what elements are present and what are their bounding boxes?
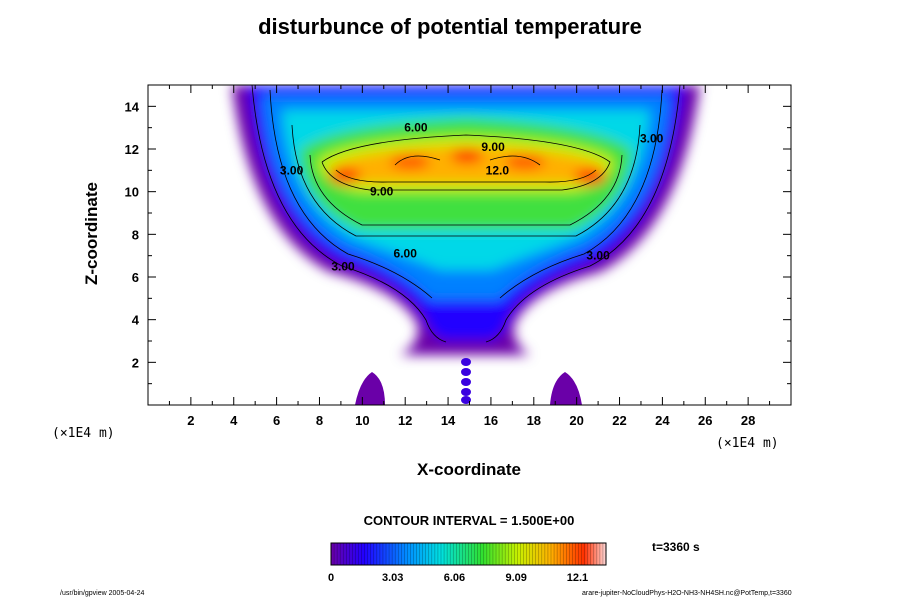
x-axis-unit: (×1E4 m) — [716, 436, 779, 451]
x-tick-label: 2 — [187, 413, 194, 428]
time-label: t=3360 s — [652, 540, 700, 554]
y-tick-label: 14 — [125, 99, 140, 114]
y-tick-label: 2 — [132, 355, 139, 370]
colorbar-tick-label: 3.03 — [382, 572, 403, 584]
x-tick-label: 14 — [441, 413, 456, 428]
contour-label: 6.00 — [394, 247, 418, 261]
colorbar: 0 3.03 6.06 9.09 12.1 — [328, 542, 607, 584]
y-tick-label: 6 — [132, 270, 139, 285]
x-tick-label: 22 — [612, 413, 626, 428]
x-tick-label: 12 — [398, 413, 412, 428]
y-tick-label: 8 — [132, 227, 139, 242]
y-tick-label: 10 — [125, 185, 139, 200]
contour-label: 6.00 — [404, 121, 428, 135]
contour-label: 3.00 — [640, 131, 664, 145]
y-axis-unit: (×1E4 m) — [52, 426, 115, 441]
contour-labels: 6.00 9.00 12.0 9.00 3.00 3.00 6.00 3.00 3.00 — [280, 121, 664, 274]
y-axis-label: Z-coordinate — [82, 182, 101, 285]
contour-label: 3.00 — [586, 249, 610, 263]
footer-command: /usr/bin/gpview 2005-04-24 — [60, 590, 145, 597]
colorbar-tick-label: 0 — [328, 572, 334, 584]
temperature-field — [232, 85, 700, 405]
x-tick-label: 8 — [316, 413, 323, 428]
colorbar-tick-label: 9.09 — [505, 572, 526, 584]
x-tick-label: 26 — [698, 413, 712, 428]
colorbar-tick-label: 6.06 — [444, 572, 465, 584]
contour-label: 3.00 — [331, 259, 355, 273]
contour-label: 12.0 — [486, 163, 510, 177]
contour-label: 3.00 — [280, 163, 304, 177]
chart-title: disturbunce of potential temperature — [258, 14, 642, 39]
y-tick-label: 4 — [132, 313, 140, 328]
x-tick-label: 24 — [655, 413, 670, 428]
x-tick-label: 16 — [484, 413, 498, 428]
x-tick-label: 4 — [230, 413, 238, 428]
contour-label: 9.00 — [481, 140, 505, 154]
footer-source: arare-jupiter-NoCloudPhys-H2O-NH3-NH4SH.… — [582, 590, 792, 597]
x-axis-label: X-coordinate — [417, 460, 521, 479]
x-tick-label: 20 — [569, 413, 583, 428]
y-tick-label: 12 — [125, 142, 139, 157]
x-tick-label: 6 — [273, 413, 280, 428]
x-tick-label: 10 — [355, 413, 369, 428]
x-tick-label: 18 — [527, 413, 541, 428]
x-tick-label: 28 — [741, 413, 755, 428]
colorbar-tick-label: 12.1 — [567, 572, 588, 584]
contour-lines — [251, 85, 681, 343]
contour-label: 9.00 — [370, 185, 394, 199]
contour-interval: CONTOUR INTERVAL = 1.500E+00 — [363, 513, 575, 528]
